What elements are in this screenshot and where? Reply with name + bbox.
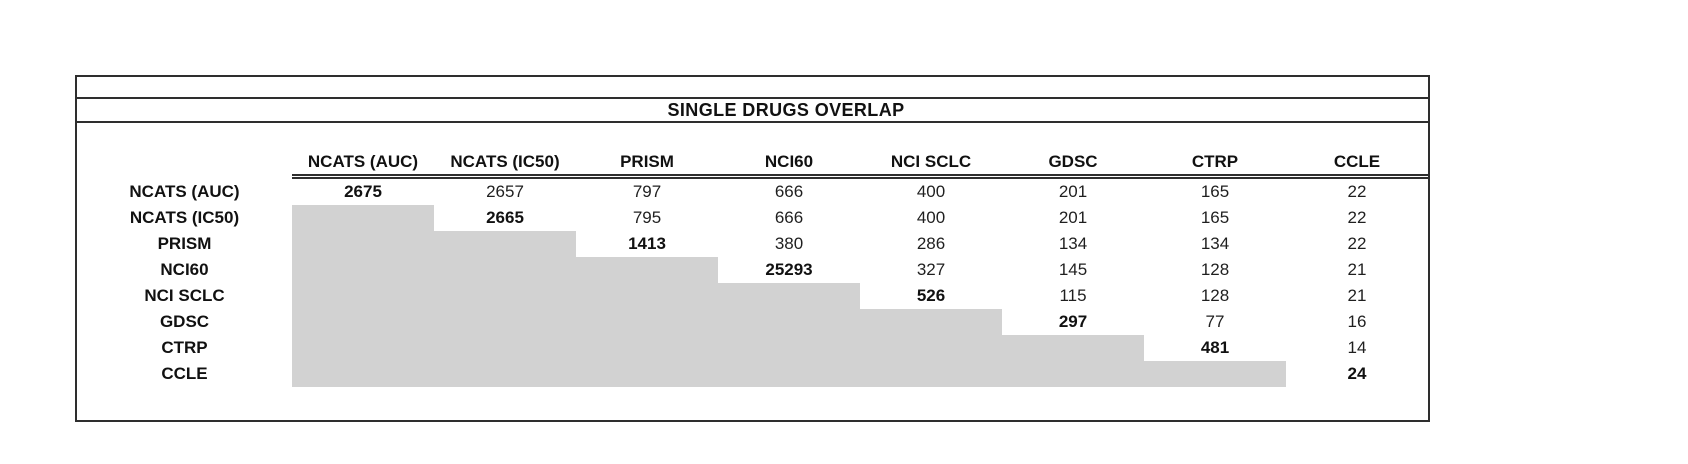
matrix-cell-shaded	[1144, 361, 1286, 387]
matrix-cell-shaded	[576, 309, 718, 335]
matrix-cell: 22	[1347, 182, 1367, 201]
matrix-cell: 128	[1200, 260, 1230, 279]
matrix-cell: 380	[774, 234, 804, 253]
header-gap	[77, 123, 1428, 149]
matrix-cell: 128	[1200, 286, 1230, 305]
matrix-cell-shaded	[576, 257, 718, 283]
matrix-cell: 16	[1347, 312, 1367, 331]
matrix-cell: 400	[916, 208, 946, 227]
matrix-cell-diagonal: 297	[1058, 312, 1088, 331]
table-row: NCI60 25293 327 145 128 21	[77, 257, 1428, 283]
matrix-cell-shaded	[434, 231, 576, 257]
matrix-cell: 115	[1059, 286, 1087, 305]
matrix-cell-shaded	[292, 283, 434, 309]
matrix-cell: 2657	[486, 182, 524, 201]
matrix-cell: 201	[1058, 182, 1088, 201]
matrix-cell: 134	[1200, 234, 1230, 253]
matrix-cell-diagonal: 1413	[628, 234, 666, 253]
matrix-cell: 165	[1200, 182, 1230, 201]
header-underline	[292, 174, 1428, 179]
row-header: NCI60	[160, 260, 209, 279]
matrix-cell: 22	[1347, 208, 1367, 227]
table-row: GDSC 297 77 16	[77, 309, 1428, 335]
matrix-cell: 327	[916, 260, 946, 279]
row-header: NCATS (IC50)	[129, 208, 240, 227]
matrix-cell: 795	[632, 208, 662, 227]
matrix-cell-shaded	[292, 205, 434, 231]
matrix-cell-diagonal: 24	[1347, 364, 1367, 383]
matrix-cell: 21	[1347, 286, 1367, 305]
single-drugs-overlap-table: SINGLE DRUGS OVERLAP NCATS (AUC) NCATS (I…	[75, 75, 1430, 422]
matrix-cell: 21	[1347, 260, 1367, 279]
column-header: NCATS (IC50)	[450, 151, 560, 171]
matrix-cell: 666	[774, 208, 804, 227]
matrix-cell-shaded	[434, 309, 576, 335]
matrix-cell-shaded	[576, 361, 718, 387]
matrix-cell: 286	[916, 234, 946, 253]
matrix-cell: 165	[1200, 208, 1230, 227]
matrix-cell: 14	[1347, 338, 1367, 357]
matrix-cell-diagonal: 25293	[765, 260, 813, 279]
matrix-cell-shaded	[718, 283, 860, 309]
matrix-cell-shaded	[718, 309, 860, 335]
row-header: CTRP	[161, 338, 208, 357]
header-row: NCATS (AUC) NCATS (IC50) PRISM NCI60 NCI SCL…	[77, 149, 1428, 174]
matrix-cell-shaded	[292, 361, 434, 387]
column-header: CTRP	[1191, 151, 1239, 171]
matrix-cell-shaded	[434, 257, 576, 283]
column-header: GDSC	[1048, 151, 1098, 171]
row-header: NCATS (AUC)	[129, 182, 240, 201]
table-row: CCLE 24	[77, 361, 1428, 387]
table-row: NCATS (AUC) 2675 2657 797 666 400 201 165 22	[77, 179, 1428, 205]
table-title: SINGLE DRUGS OVERLAP	[667, 99, 905, 120]
table-row: PRISM 1413 380 286 134 134 22	[77, 231, 1428, 257]
title-row: SINGLE DRUGS OVERLAP	[77, 97, 1428, 123]
matrix-body: NCATS (AUC) 2675 2657 797 666 400 201 165 22 NCAT…	[77, 179, 1428, 387]
matrix-cell-shaded	[1002, 335, 1144, 361]
matrix-cell-shaded	[860, 309, 1002, 335]
matrix-cell-shaded	[860, 335, 1002, 361]
matrix-cell-diagonal: 2675	[344, 182, 382, 201]
matrix-cell-shaded	[292, 257, 434, 283]
matrix-cell-shaded	[434, 283, 576, 309]
matrix-cell: 145	[1058, 260, 1088, 279]
top-empty-row	[77, 77, 1428, 97]
matrix-cell-shaded	[718, 361, 860, 387]
matrix-cell-diagonal: 526	[916, 286, 946, 305]
table-row: NCI SCLC 526 115 128 21	[77, 283, 1428, 309]
row-header: PRISM	[157, 234, 212, 253]
column-header: NCI60	[764, 151, 814, 171]
matrix-cell-shaded	[292, 335, 434, 361]
matrix-cell: 797	[632, 182, 662, 201]
matrix-cell: 22	[1347, 234, 1367, 253]
matrix-cell: 134	[1058, 234, 1088, 253]
table-row: NCATS (IC50) 2665 795 666 400 201 165 22	[77, 205, 1428, 231]
row-header: CCLE	[161, 364, 208, 383]
column-header: CCLE	[1333, 151, 1381, 171]
table-row: CTRP 481 14	[77, 335, 1428, 361]
column-header: PRISM	[620, 151, 674, 171]
matrix-cell: 666	[774, 182, 804, 201]
matrix-cell-shaded	[576, 335, 718, 361]
matrix-cell: 77	[1205, 312, 1225, 331]
row-header: GDSC	[159, 312, 210, 331]
matrix-cell-shaded	[718, 335, 860, 361]
column-header: NCI SCLC	[890, 151, 972, 171]
matrix-cell: 201	[1058, 208, 1088, 227]
matrix-cell-shaded	[576, 283, 718, 309]
matrix-cell-shaded	[292, 231, 434, 257]
matrix-cell-shaded	[434, 361, 576, 387]
matrix-cell-diagonal: 481	[1200, 338, 1230, 357]
matrix-cell: 400	[916, 182, 946, 201]
matrix-cell-shaded	[434, 335, 576, 361]
column-header: NCATS (AUC)	[307, 151, 419, 171]
matrix-cell-shaded	[1002, 361, 1144, 387]
matrix-cell-shaded	[860, 361, 1002, 387]
matrix-cell-shaded	[292, 309, 434, 335]
matrix-cell-diagonal: 2665	[486, 208, 524, 227]
row-header: NCI SCLC	[144, 286, 225, 305]
